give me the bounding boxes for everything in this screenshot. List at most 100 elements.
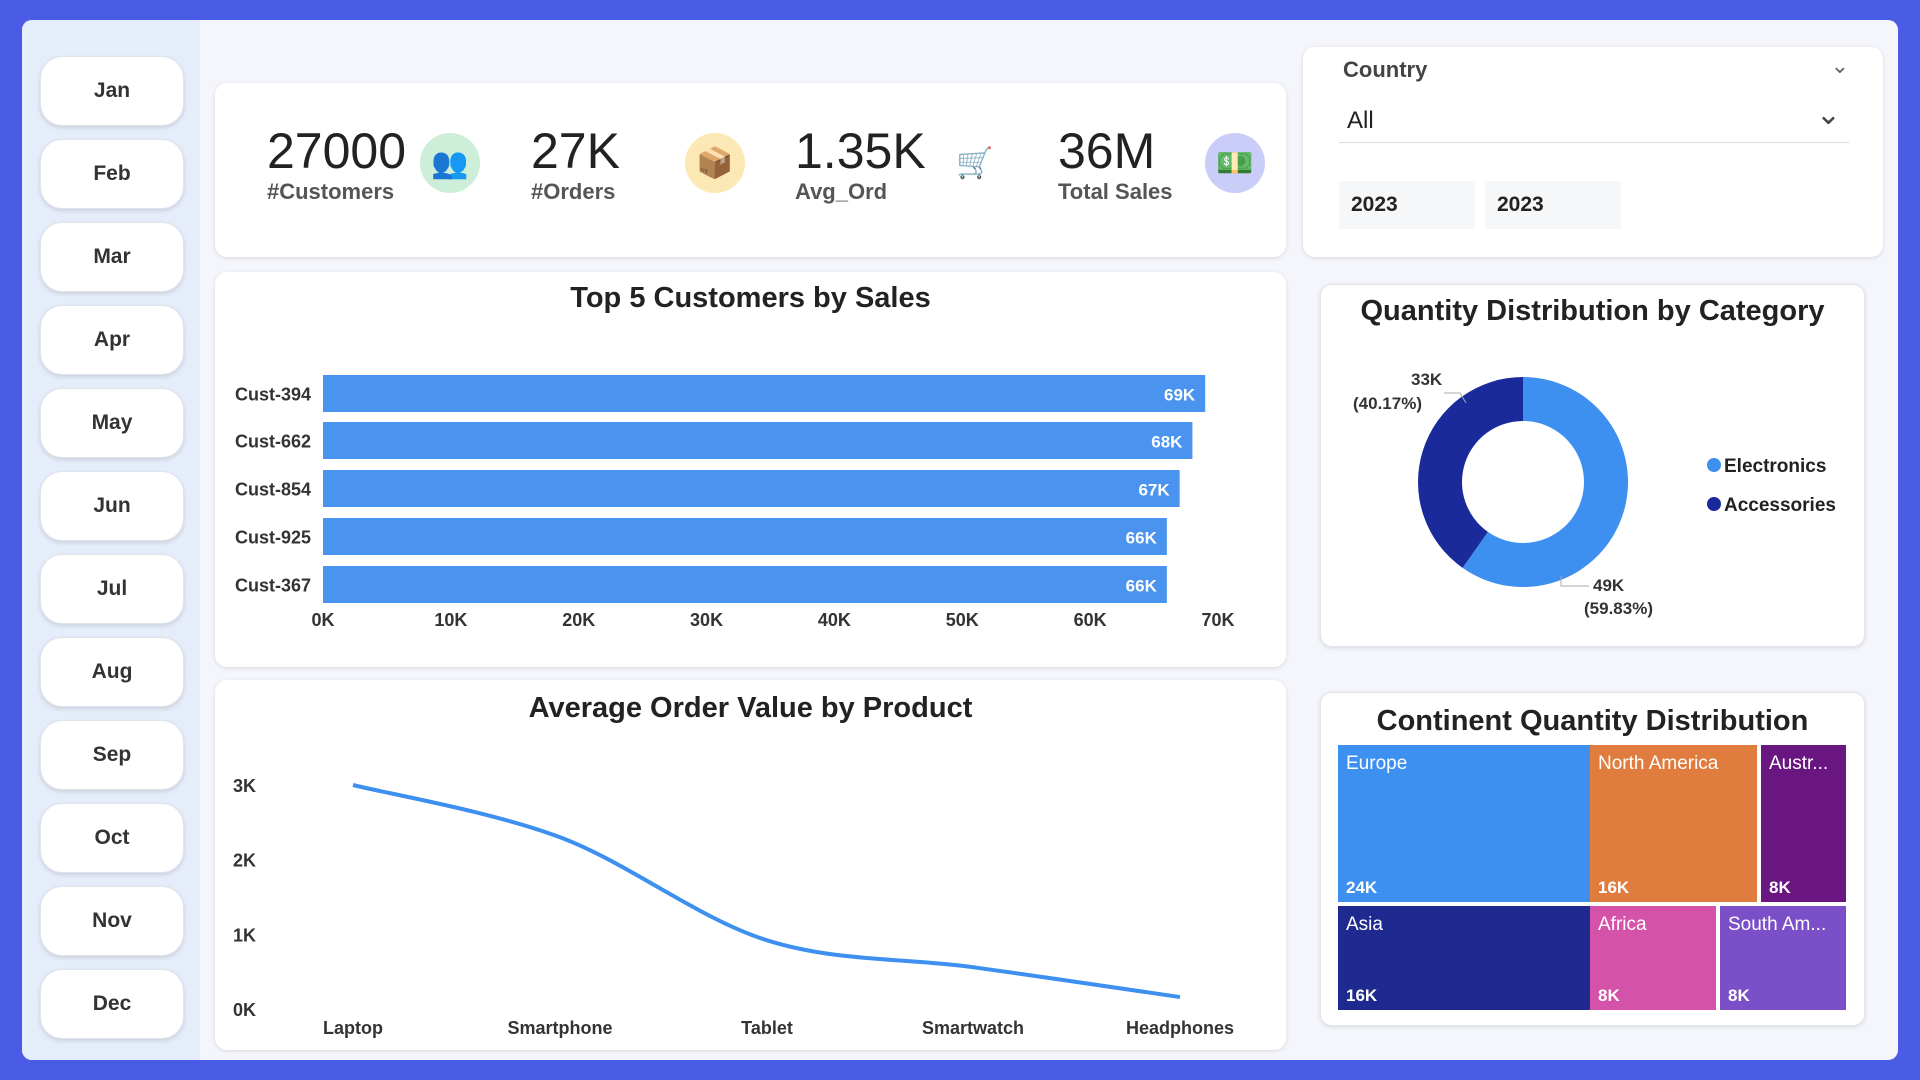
- line-chart: 0K 1K 2K 3K Laptop Smartphone Tablet Smartwatch…: [233, 776, 1234, 1038]
- bar-data-label: 66K: [1126, 577, 1158, 596]
- legend-label[interactable]: Accessories: [1724, 495, 1836, 516]
- bar-data-label: 69K: [1164, 386, 1196, 405]
- y-tick-label: 0K: [233, 1000, 256, 1020]
- data-label-value: 49K: [1593, 576, 1625, 595]
- x-tick-label: 20K: [562, 610, 595, 630]
- treemap-tile[interactable]: Africa 8K: [1590, 906, 1716, 1010]
- tile-value: 16K: [1598, 878, 1630, 897]
- y-tick-label: 3K: [233, 776, 256, 796]
- month-button-feb[interactable]: Feb: [40, 139, 184, 209]
- chevron-down-icon: ⌄: [1815, 98, 1841, 131]
- bar-category-label: Cust-367: [235, 576, 311, 596]
- bar-cust-367[interactable]: [323, 566, 1167, 603]
- bar-data-label: 66K: [1126, 529, 1158, 548]
- bar-chart-card: Top 5 Customers by Sales Cust-394 69K Cust…: [215, 272, 1286, 667]
- x-tick-label: 40K: [818, 610, 851, 630]
- kpi-customers: 27000 #Customers: [267, 123, 406, 205]
- country-selected: All: [1347, 107, 1374, 134]
- tile-value: 8K: [1598, 986, 1620, 1005]
- line-chart-title: Average Order Value by Product: [528, 692, 973, 724]
- donut-chart-card: Quantity Distribution by Category Electr…: [1320, 284, 1865, 647]
- kpi-value: 1.35K: [795, 123, 926, 179]
- x-tick-label: 30K: [690, 610, 723, 630]
- legend-marker: [1707, 458, 1721, 472]
- data-label-value: 33K: [1411, 370, 1443, 389]
- month-button-jul[interactable]: Jul: [40, 554, 184, 624]
- kpi-value: 27K: [531, 123, 620, 179]
- x-tick-label: 60K: [1074, 610, 1107, 630]
- bar-category-label: Cust-925: [235, 528, 311, 548]
- tile-name: Africa: [1598, 914, 1647, 935]
- year-from-input[interactable]: 2023: [1339, 181, 1475, 229]
- bar-category-label: Cust-854: [235, 480, 311, 500]
- treemap-tile[interactable]: South Am... 8K: [1720, 906, 1846, 1010]
- month-button-aug[interactable]: Aug: [40, 637, 184, 707]
- month-button-sep[interactable]: Sep: [40, 720, 184, 790]
- kpi-value: 27000: [267, 123, 407, 179]
- x-tick-label: Laptop: [323, 1018, 383, 1038]
- tile-name: Europe: [1346, 753, 1408, 774]
- kpi-label: Avg_Ord: [795, 179, 888, 204]
- x-tick-label: Smartphone: [507, 1018, 612, 1038]
- bar-category-label: Cust-662: [235, 432, 311, 452]
- y-tick-label: 1K: [233, 925, 256, 945]
- donut-slice-accessories[interactable]: [1418, 377, 1523, 568]
- donut-chart: Electronics Accessories 49K (59.83%) 33K (40.…: [1353, 370, 1836, 618]
- treemap-tile[interactable]: North America 16K: [1590, 745, 1757, 902]
- box-icon: 📦: [685, 133, 745, 193]
- line-series[interactable]: [352, 783, 1181, 1000]
- bar-cust-854[interactable]: [323, 470, 1180, 507]
- month-button-nov[interactable]: Nov: [40, 886, 184, 956]
- tile-value: 8K: [1728, 986, 1750, 1005]
- bar-category-label: Cust-394: [235, 385, 311, 405]
- x-tick-label: Headphones: [1126, 1018, 1234, 1038]
- bar-cust-662[interactable]: [323, 422, 1193, 459]
- kpi-label: Total Sales: [1058, 179, 1173, 204]
- x-tick-label: 70K: [1201, 610, 1234, 630]
- kpi-label: #Orders: [531, 179, 616, 204]
- tile-value: 24K: [1346, 878, 1378, 897]
- country-filter-label: Country: [1343, 57, 1428, 82]
- treemap-title: Continent Quantity Distribution: [1376, 705, 1809, 737]
- money-icon: 💵: [1205, 133, 1265, 193]
- kpi-totalsales: 36M Total Sales: [1058, 123, 1173, 205]
- donut-slice-electronics[interactable]: [1462, 377, 1628, 587]
- x-tick-label: Tablet: [741, 1018, 793, 1038]
- month-button-mar[interactable]: Mar: [40, 222, 184, 292]
- month-button-oct[interactable]: Oct: [40, 803, 184, 873]
- y-tick-label: 2K: [233, 851, 256, 871]
- line-chart-card: Average Order Value by Product 0K 1K 2K 3K L…: [215, 680, 1286, 1050]
- bar-cust-394[interactable]: [323, 375, 1206, 412]
- country-dropdown[interactable]: All ⌄: [1339, 97, 1849, 143]
- year-to-input[interactable]: 2023: [1485, 181, 1621, 229]
- tile-name: North America: [1598, 753, 1719, 774]
- treemap-tile[interactable]: Asia 16K: [1338, 906, 1590, 1010]
- legend-label[interactable]: Electronics: [1724, 456, 1826, 477]
- month-button-dec[interactable]: Dec: [40, 969, 184, 1039]
- month-slicer: Jan Feb Mar Apr May Jun Jul Aug Sep Oct Nov Dec: [22, 20, 200, 1060]
- legend-marker: [1707, 497, 1721, 511]
- month-button-jan[interactable]: Jan: [40, 56, 184, 126]
- kpi-label: #Customers: [267, 179, 395, 204]
- treemap-tile[interactable]: Europe 24K: [1338, 745, 1590, 902]
- people-icon: 👥: [420, 133, 480, 193]
- bar-data-label: 68K: [1151, 433, 1183, 452]
- month-button-may[interactable]: May: [40, 388, 184, 458]
- country-filter-card: Country ⌄ All ⌄ 2023 2023: [1303, 47, 1883, 257]
- bar-chart-title: Top 5 Customers by Sales: [570, 282, 931, 314]
- tile-name: Austr...: [1769, 753, 1829, 774]
- tile-name: South Am...: [1728, 914, 1827, 935]
- x-tick-label: 50K: [946, 610, 979, 630]
- month-button-jun[interactable]: Jun: [40, 471, 184, 541]
- treemap-card: Continent Quantity Distribution Europe 24…: [1320, 692, 1865, 1026]
- treemap-tile[interactable]: Austr... 8K: [1761, 745, 1846, 902]
- month-button-apr[interactable]: Apr: [40, 305, 184, 375]
- bar-cust-925[interactable]: [323, 518, 1167, 555]
- kpi-orders: 27K #Orders: [531, 123, 620, 205]
- kpi-value: 36M: [1058, 123, 1156, 179]
- data-label-pct: (59.83%): [1584, 599, 1653, 618]
- kpi-card: 27000 #Customers 👥 27K #Orders 📦 1.35K Avg_Ord 🛒…: [215, 83, 1286, 257]
- x-tick-label: Smartwatch: [922, 1018, 1024, 1038]
- chevron-down-icon[interactable]: ⌄: [1830, 53, 1849, 78]
- tile-value: 8K: [1769, 878, 1791, 897]
